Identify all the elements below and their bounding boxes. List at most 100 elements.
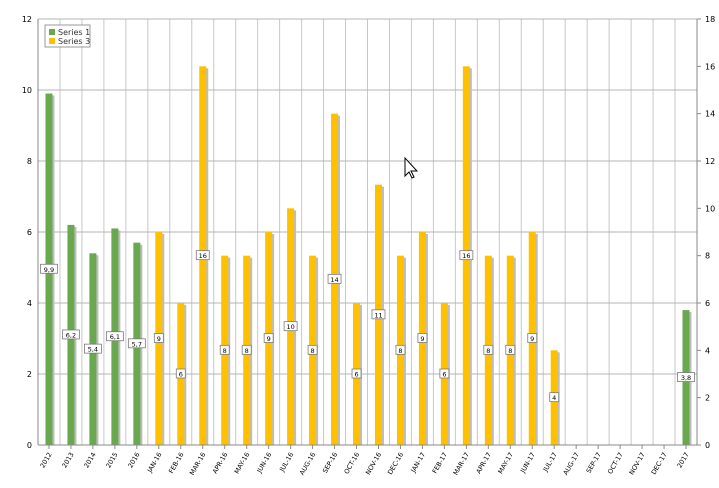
x-tick-label: FEB-16 [167, 451, 185, 475]
y-right-tick-label: 10 [705, 204, 715, 213]
legend-swatch [49, 38, 55, 44]
x-tick-label: JUL-16 [278, 451, 296, 474]
x-tick-label: OCT-16 [342, 451, 361, 475]
x-tick-label: JAN-16 [145, 451, 163, 475]
data-label-box [62, 329, 80, 340]
data-label: 8 [223, 347, 227, 355]
y-right-tick-label: 0 [705, 441, 710, 450]
data-label: 4 [552, 394, 556, 402]
y-right-tick-label: 4 [705, 346, 710, 355]
data-label: 3,8 [681, 374, 691, 382]
x-tick-label: SEP-17 [585, 451, 603, 475]
data-label: 16 [199, 252, 207, 260]
x-tick-label: JUL-17 [541, 451, 559, 474]
data-label: 8 [486, 347, 490, 355]
data-label-box [327, 273, 342, 284]
x-tick-label: SEP-16 [321, 451, 339, 475]
data-label: 6 [442, 371, 446, 379]
x-tick-label: APR-17 [474, 451, 493, 475]
x-tick-label: AUG-17 [562, 451, 581, 477]
data-label-box [549, 392, 560, 403]
data-label: 8 [508, 347, 512, 355]
data-label: 5,4 [88, 346, 98, 354]
x-tick-label: OCT-17 [606, 451, 625, 475]
data-label: 8 [245, 347, 249, 355]
x-tick-label: 2015 [104, 451, 119, 469]
data-label: 9 [267, 335, 271, 343]
data-label-box [241, 344, 252, 355]
x-tick-label: MAR-16 [188, 451, 207, 477]
data-label: 9 [157, 335, 161, 343]
y-left-tick-label: 2 [27, 370, 32, 379]
y-right-tick-label: 12 [705, 157, 715, 166]
x-tick-label: 2017 [676, 451, 691, 469]
y-left-tick-label: 4 [27, 299, 32, 308]
data-label-box [105, 331, 124, 342]
y-right-tick-label: 16 [705, 62, 715, 71]
x-tick-label: DEC-17 [650, 451, 669, 476]
data-label: 8 [311, 347, 315, 355]
y-right-tick-label: 6 [705, 299, 710, 308]
y-right-tick-label: 8 [705, 252, 710, 261]
x-tick-label: APR-16 [211, 451, 230, 475]
x-tick-label: AUG-16 [298, 451, 317, 477]
data-label-box [307, 344, 318, 355]
data-label-box [417, 333, 428, 343]
data-label-box [483, 344, 494, 355]
data-label: 6 [354, 371, 358, 379]
data-label: 6,2 [66, 331, 76, 339]
x-tick-label: MAY-16 [233, 451, 252, 475]
data-label-box [527, 333, 538, 343]
x-tick-label: NOV-17 [628, 451, 647, 476]
data-label-box [219, 344, 230, 355]
data-label-box [459, 250, 474, 261]
x-tick-label: MAY-17 [496, 451, 515, 475]
data-label: 14 [330, 276, 338, 284]
y-right-tick-label: 14 [705, 110, 715, 119]
x-tick-label: MAR-17 [452, 451, 471, 477]
data-labels: 9,9 6,2 5,4 6,1 5,7 3,8 9 6 16 8 8 9 10 8 14 6 11 8 9 6 16 8 8… [40, 250, 695, 403]
data-label-box [195, 250, 210, 261]
legend-swatch [49, 29, 55, 35]
data-label-box [263, 333, 274, 343]
x-tick-label: JUN-17 [518, 451, 537, 475]
data-label: 11 [374, 311, 382, 319]
legend-box [44, 24, 91, 48]
y-left-tick-label: 10 [22, 86, 32, 95]
data-label-box [395, 344, 406, 355]
x-tick-label: NOV-16 [364, 451, 383, 476]
mouse-cursor-icon [404, 156, 419, 179]
x-tick-label: 2014 [82, 451, 97, 469]
y-left-tick-label: 6 [27, 228, 32, 237]
data-label: 9 [420, 335, 424, 343]
x-tick-label: DEC-16 [386, 451, 405, 476]
data-label: 5,7 [132, 340, 142, 348]
data-label-box [283, 321, 298, 332]
data-label-box [175, 368, 186, 379]
x-tick-label: 2012 [39, 451, 54, 469]
y-left-tick-label: 12 [22, 15, 32, 24]
x-tick-label: JAN-17 [409, 451, 427, 475]
y-left-tick-label: 8 [27, 157, 32, 166]
data-label: 10 [286, 323, 294, 331]
data-label-box [40, 263, 58, 274]
data-label-box [439, 368, 450, 379]
data-label: 9 [530, 335, 534, 343]
data-label-box [84, 343, 102, 354]
data-label-box [505, 344, 516, 355]
x-tick-label: JUN-16 [255, 451, 274, 475]
x-tick-label: FEB-17 [431, 451, 449, 475]
y-left-tick-label: 0 [27, 441, 32, 450]
data-label-box [127, 338, 146, 349]
data-label-box [153, 333, 164, 343]
gridlines [37, 18, 698, 446]
data-label: 6 [179, 371, 183, 379]
x-tick-label: 2013 [60, 451, 75, 469]
legend-label: Series 1 [58, 28, 90, 37]
legend-label: Series 3 [58, 37, 90, 46]
data-label: 9,9 [44, 266, 54, 274]
data-label: 16 [462, 252, 470, 260]
data-label: 6,1 [110, 333, 120, 341]
